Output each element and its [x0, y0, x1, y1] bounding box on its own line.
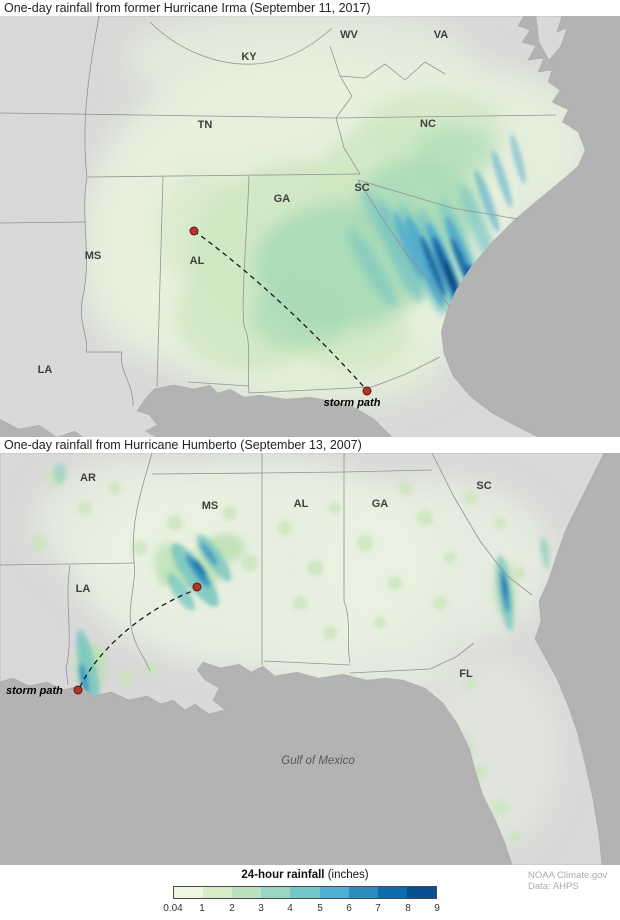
state-label-nc: NC — [420, 118, 436, 130]
legend-tick: 1 — [199, 903, 205, 914]
map1-title: One-day rainfall from former Hurricane I… — [0, 0, 620, 16]
legend-tick: 0.04 — [163, 903, 183, 914]
rainfall-layer — [32, 458, 560, 848]
map2-title: One-day rainfall from Hurricane Humberto… — [0, 437, 620, 453]
storm-track: storm path — [189, 226, 381, 409]
storm-end-dot — [192, 582, 202, 592]
credit-data: Data: AHPS — [528, 881, 579, 892]
legend-tick: 2 — [229, 903, 235, 914]
state-labels: WV VA KY TN NC SC GA AL MS LA — [38, 29, 449, 376]
data-credits: NOAA Climate.gov Data: AHPS — [528, 870, 607, 892]
state-label-ms: MS — [202, 500, 219, 512]
storm-path-label: storm path — [6, 685, 63, 697]
irma-rainfall-map: WV VA KY TN NC SC GA AL MS LA storm path — [0, 16, 620, 437]
state-label-fl: FL — [459, 668, 473, 680]
state-borders — [0, 16, 557, 407]
legend-segment — [319, 887, 349, 898]
legend-title-unit: (inches) — [327, 869, 369, 881]
state-label-la: LA — [76, 583, 91, 595]
state-label-ga: GA — [372, 498, 389, 510]
state-label-ga: GA — [274, 193, 291, 205]
state-label-sc: SC — [476, 480, 491, 492]
state-label-tn: TN — [198, 119, 213, 131]
legend-segment — [174, 887, 204, 898]
state-label-al: AL — [294, 498, 309, 510]
no-data-cover-west — [0, 16, 159, 437]
humberto-rainfall-map: AR MS AL GA SC LA FL Gulf of Mexico stor… — [0, 453, 620, 865]
state-label-ar: AR — [80, 472, 96, 484]
state-label-va: VA — [434, 29, 449, 41]
legend-tick: 5 — [317, 903, 323, 914]
storm-path-label: storm path — [324, 397, 381, 409]
legend-tick: 4 — [287, 903, 293, 914]
legend-segment — [232, 887, 262, 898]
legend-tick: 9 — [434, 903, 440, 914]
storm-path-line — [193, 230, 365, 388]
legend-color-bar — [173, 886, 437, 899]
state-labels: AR MS AL GA SC LA FL — [76, 472, 492, 680]
state-label-la: LA — [38, 364, 53, 376]
credit-source: NOAA Climate.gov — [528, 870, 608, 881]
state-borders — [0, 453, 533, 686]
land-layer — [0, 16, 586, 437]
gulf-of-mexico-label: Gulf of Mexico — [281, 755, 355, 767]
legend-tick: 3 — [258, 903, 264, 914]
storm-end-dot — [362, 386, 372, 396]
legend-segment — [290, 887, 320, 898]
legend-segment — [406, 887, 436, 898]
storm-start-dot — [189, 226, 199, 236]
state-label-ky: KY — [241, 51, 257, 63]
legend-segment — [203, 887, 233, 898]
legend-tick: 7 — [375, 903, 381, 914]
legend-tick: 8 — [405, 903, 411, 914]
legend-segment — [261, 887, 291, 898]
state-label-ms: MS — [85, 250, 102, 262]
map1-title-text: One-day rainfall from former Hurricane I… — [4, 1, 371, 15]
legend-segment — [377, 887, 407, 898]
state-label-sc: SC — [354, 182, 369, 194]
state-label-al: AL — [190, 255, 205, 267]
state-label-wv: WV — [340, 29, 358, 41]
legend-segment — [348, 887, 378, 898]
legend-title: 24-hour rainfall (inches) — [241, 869, 368, 881]
rainfall-layer — [0, 16, 585, 437]
storm-start-dot — [73, 685, 83, 695]
storm-track: storm path — [6, 582, 202, 697]
legend-tick: 6 — [346, 903, 352, 914]
map2-title-text: One-day rainfall from Hurricane Humberto… — [4, 438, 362, 452]
delmarva-peninsula — [535, 16, 568, 61]
legend-footer: 24-hour rainfall (inches) 0.04 1 2 3 4 5… — [0, 865, 620, 920]
legend-title-text: 24-hour rainfall — [241, 869, 325, 881]
storm-path-line — [79, 589, 196, 688]
